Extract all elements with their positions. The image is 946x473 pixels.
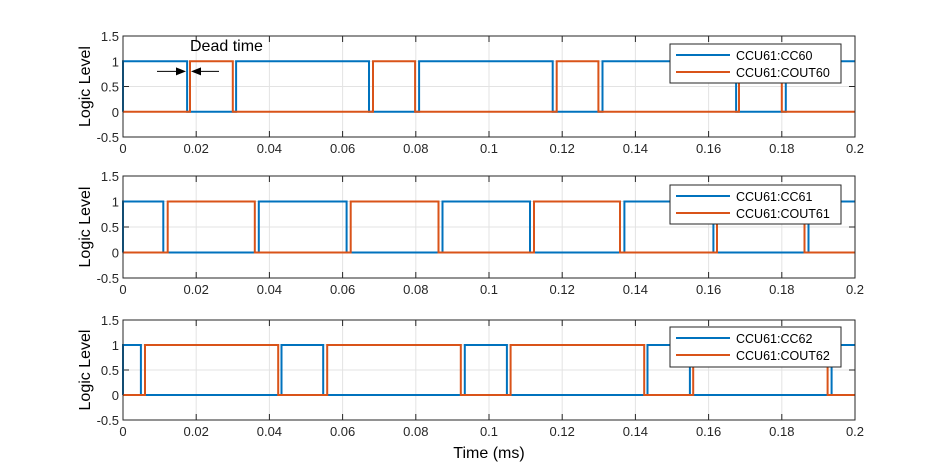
x-tick-label: 0.04 bbox=[257, 424, 282, 439]
x-tick-label: 0.06 bbox=[330, 282, 355, 297]
y-tick-label: 0.5 bbox=[101, 80, 119, 95]
x-tick-label: 0.02 bbox=[184, 424, 209, 439]
x-tick-label: 0.16 bbox=[696, 141, 721, 156]
x-tick-label: 0.2 bbox=[846, 424, 864, 439]
x-tick-label: 0.14 bbox=[623, 424, 648, 439]
x-tick-label: 0.1 bbox=[480, 141, 498, 156]
subplot-1: 0 0.02 0.04 0.06 0.08 0.1 0.12 0.14 0.16 0.18 0.2 -… bbox=[77, 29, 864, 156]
x-axis-label: Time (ms) bbox=[453, 445, 524, 462]
x-tick-label: 0 bbox=[119, 282, 126, 297]
y-tick-label: 0 bbox=[112, 388, 119, 403]
y-tick-label: 1 bbox=[112, 195, 119, 210]
x-tick-label: 0.04 bbox=[257, 141, 282, 156]
x-tick-label: 0.12 bbox=[550, 141, 575, 156]
x-tick-label: 0.16 bbox=[696, 282, 721, 297]
x-tick-label: 0.08 bbox=[403, 141, 428, 156]
x-tick-label: 0.14 bbox=[623, 141, 648, 156]
y-tick-label: 0 bbox=[112, 105, 119, 120]
x-tick-label: 0.18 bbox=[769, 282, 794, 297]
x-tick-label: 0.06 bbox=[330, 424, 355, 439]
x-tick-label: 0.02 bbox=[184, 141, 209, 156]
axes-box bbox=[122, 35, 856, 138]
y-tick-label: 0 bbox=[112, 246, 119, 261]
y-tick-label: 1 bbox=[112, 54, 119, 69]
y-tick-label: 1.5 bbox=[101, 29, 119, 44]
x-tick-label: 0.12 bbox=[550, 282, 575, 297]
y-tick-label: -0.5 bbox=[97, 130, 119, 145]
y-tick-label: 1.5 bbox=[101, 313, 119, 328]
y-tick-label: 0.5 bbox=[101, 220, 119, 235]
x-tick-label: 0.08 bbox=[403, 424, 428, 439]
x-tick-label: 0.1 bbox=[480, 424, 498, 439]
legend: CCU61:CC61 CCU61:COUT61 bbox=[669, 184, 842, 225]
legend-box bbox=[669, 184, 842, 225]
x-tick-label: 0.2 bbox=[846, 282, 864, 297]
x-tick-label: 0.2 bbox=[846, 141, 864, 156]
x-tick-label: 0.02 bbox=[184, 282, 209, 297]
legend-box bbox=[669, 43, 842, 84]
subplot-2: 0 0.02 0.04 0.06 0.08 0.1 0.12 0.14 0.16 0.18 0.2 -… bbox=[77, 169, 864, 297]
y-tick-label: 1.5 bbox=[101, 169, 119, 184]
legend: CCU61:CC60 CCU61:COUT60 bbox=[669, 43, 842, 84]
legend-entry: CCU61:CC61 bbox=[736, 190, 812, 204]
y-axis-label: Logic Level bbox=[77, 330, 94, 411]
x-tick-label: 0.12 bbox=[550, 424, 575, 439]
legend: CCU61:CC62 CCU61:COUT62 bbox=[669, 326, 842, 368]
axes-box bbox=[122, 175, 856, 279]
x-tick-label: 0.1 bbox=[480, 282, 498, 297]
y-axis-label: Logic Level bbox=[77, 46, 94, 127]
y-tick-label: 0.5 bbox=[101, 363, 119, 378]
arrow-left-icon bbox=[191, 67, 201, 76]
y-tick-label: -0.5 bbox=[97, 271, 119, 286]
x-tick-label: 0.16 bbox=[696, 424, 721, 439]
x-tick-label: 0.08 bbox=[403, 282, 428, 297]
legend-entry: CCU61:COUT61 bbox=[736, 207, 830, 221]
x-tick-label: 0.04 bbox=[257, 282, 282, 297]
x-tick-label: 0.06 bbox=[330, 141, 355, 156]
y-tick-label: 1 bbox=[112, 338, 119, 353]
legend-entry: CCU61:COUT62 bbox=[736, 349, 830, 363]
y-axis-label: Logic Level bbox=[77, 187, 94, 268]
legend-entry: CCU61:CC60 bbox=[736, 49, 812, 63]
legend-box bbox=[669, 326, 842, 368]
x-tick-label: 0 bbox=[119, 424, 126, 439]
x-tick-label: 0.18 bbox=[769, 424, 794, 439]
x-tick-label: 0.14 bbox=[623, 282, 648, 297]
dead-time-annotation: Dead time bbox=[157, 38, 263, 76]
subplot-3: 0 0.02 0.04 0.06 0.08 0.1 0.12 0.14 0.16 0.18 0.2 -… bbox=[77, 313, 864, 462]
arrow-right-icon bbox=[176, 67, 186, 76]
annotation-text: Dead time bbox=[190, 38, 263, 55]
legend-entry: CCU61:CC62 bbox=[736, 332, 812, 346]
y-tick-label: -0.5 bbox=[97, 413, 119, 428]
legend-entry: CCU61:COUT60 bbox=[736, 66, 830, 80]
axes-box bbox=[122, 319, 856, 421]
x-tick-label: 0.18 bbox=[769, 141, 794, 156]
x-tick-label: 0 bbox=[119, 141, 126, 156]
